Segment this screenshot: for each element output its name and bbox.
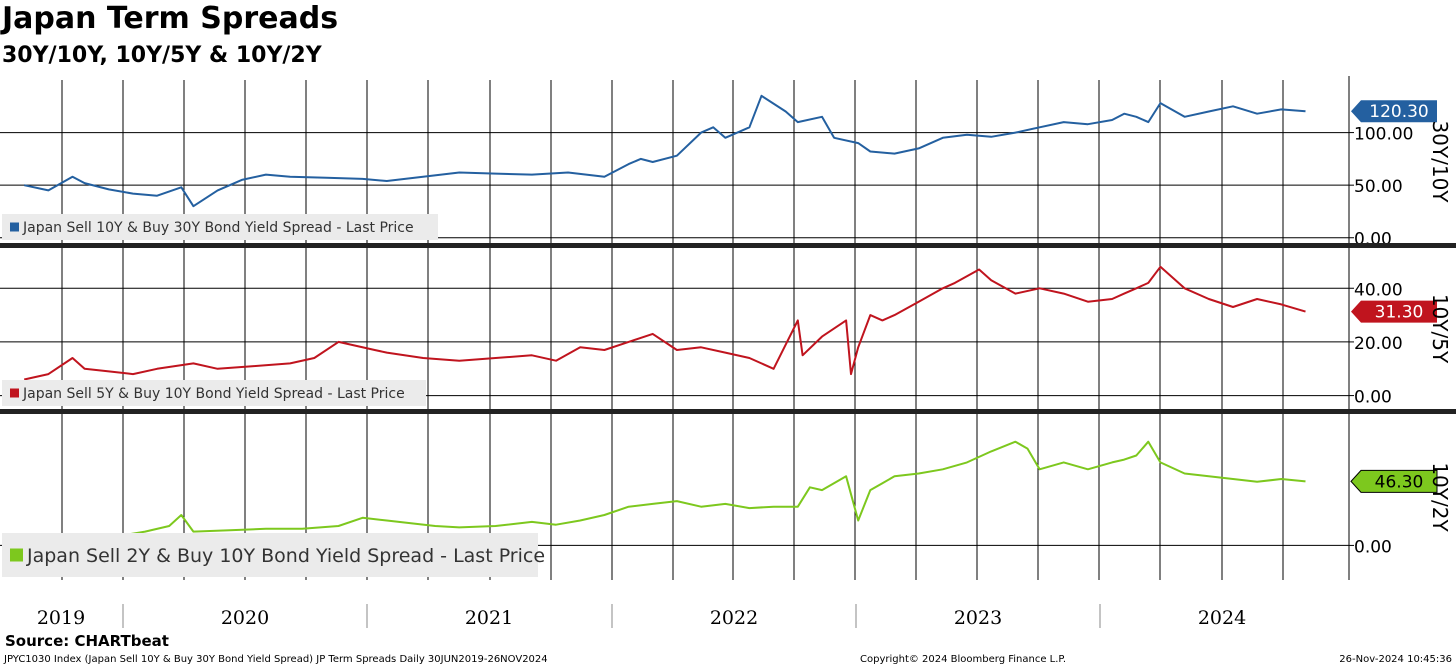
x-tick-label: 2019 [37, 607, 85, 629]
last-value-tag [1351, 100, 1437, 123]
panel-axis-label: 30Y/10Y [1428, 120, 1452, 203]
x-tick-label: 2022 [710, 607, 758, 629]
series-line [24, 440, 1306, 544]
legend-label: Japan Sell 10Y & Buy 30Y Bond Yield Spre… [22, 220, 414, 236]
x-tick-label: 2020 [221, 607, 269, 629]
series-line [23, 265, 1306, 381]
panel-axis-label: 10Y/5Y [1428, 294, 1452, 364]
chart-subtitle: 30Y/10Y, 10Y/5Y & 10Y/2Y [2, 43, 322, 68]
chart-title: Japan Term Spreads [2, 1, 339, 36]
panel-separator [0, 409, 1456, 414]
legend-swatch [10, 548, 23, 562]
footer-index-description: JPYC1030 Index (Japan Sell 10Y & Buy 30Y… [4, 654, 548, 665]
y-tick-label: 100.00 [1354, 125, 1413, 145]
legend-label: Japan Sell 2Y & Buy 10Y Bond Yield Sprea… [26, 545, 545, 567]
legend-label: Japan Sell 5Y & Buy 10Y Bond Yield Sprea… [22, 386, 405, 402]
last-value-tag [1350, 469, 1438, 493]
legend-box [2, 214, 438, 240]
y-tick-label: 40.00 [1354, 280, 1403, 300]
legend-swatch [10, 388, 19, 398]
x-tick-label: 2023 [954, 607, 1002, 629]
source-label: Source: CHARTbeat [5, 632, 169, 650]
x-tick-label: 2021 [465, 607, 513, 629]
legend-swatch [10, 222, 19, 232]
last-value-label: 46.30 [1375, 472, 1424, 492]
x-tick-label: 2024 [1198, 607, 1246, 629]
last-value-label: 120.30 [1369, 102, 1428, 122]
last-value-tag [1351, 300, 1437, 323]
y-tick-label: 0.00 [1354, 388, 1392, 408]
y-tick-label: 50.00 [1354, 177, 1403, 197]
series-line [23, 94, 1306, 208]
panel-separator [0, 243, 1456, 248]
last-value-label: 31.30 [1375, 303, 1424, 323]
legend-box [2, 533, 538, 577]
footer-copyright: Copyright© 2024 Bloomberg Finance L.P. [860, 654, 1067, 665]
footer-timestamp: 26-Nov-2024 10:45:36 [1339, 654, 1452, 665]
y-tick-label: 0.00 [1354, 537, 1392, 557]
legend-box [2, 380, 426, 406]
panel-axis-label: 10Y/2Y [1428, 462, 1452, 532]
y-tick-label: 20.00 [1354, 334, 1403, 354]
